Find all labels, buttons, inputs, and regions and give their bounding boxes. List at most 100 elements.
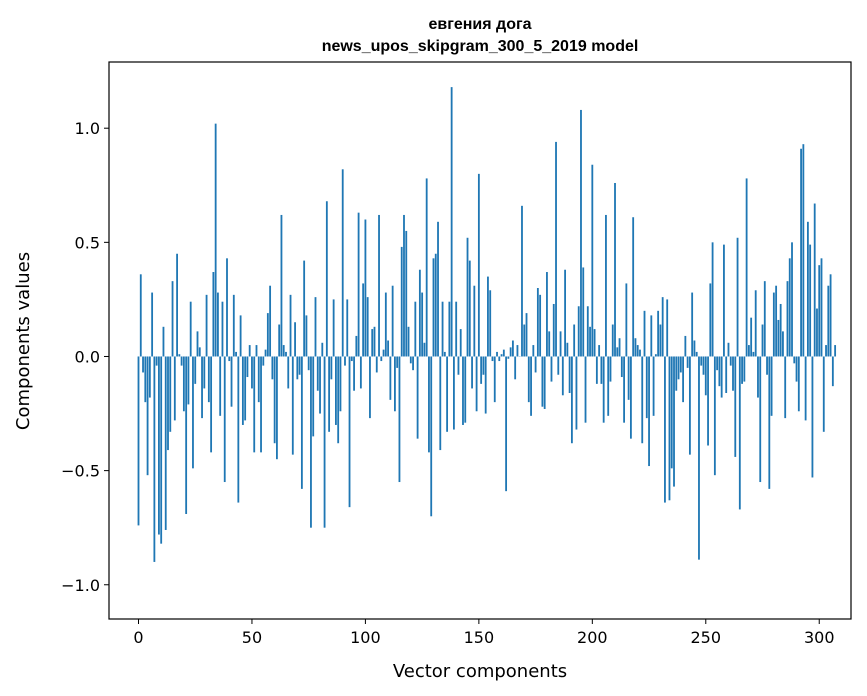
bar [623, 356, 625, 423]
bar [654, 354, 657, 357]
bar [255, 345, 258, 357]
bar [629, 356, 632, 439]
bar [700, 356, 703, 366]
bar [822, 356, 825, 432]
bar [459, 329, 462, 357]
bar [713, 356, 716, 476]
x-tick-label: 50 [242, 628, 262, 647]
bar [641, 356, 644, 444]
bar [484, 356, 487, 414]
bar [564, 269, 566, 357]
bar [192, 356, 194, 469]
bar [806, 221, 809, 357]
bar [602, 356, 605, 423]
bar [766, 356, 768, 375]
bar [605, 214, 607, 357]
bar [389, 356, 392, 400]
bar [430, 356, 433, 517]
bar [303, 260, 306, 357]
bar [546, 272, 548, 357]
bar [534, 356, 537, 373]
bar [434, 253, 437, 357]
bar [348, 356, 351, 508]
bar [618, 338, 621, 357]
bar [741, 356, 743, 384]
bar [151, 292, 154, 357]
bar [446, 356, 449, 432]
bar [214, 123, 217, 357]
bar [162, 326, 165, 357]
bar [155, 356, 158, 366]
bar [620, 356, 623, 378]
bar [729, 356, 732, 366]
bar [784, 356, 787, 419]
bar [139, 274, 142, 357]
bar [251, 356, 253, 389]
bar [523, 324, 526, 357]
bar [768, 356, 771, 489]
bar [736, 237, 739, 357]
bar [369, 356, 371, 419]
bar [511, 340, 514, 357]
bar [428, 356, 430, 453]
bar [219, 356, 222, 416]
bar [253, 356, 256, 453]
bar [695, 351, 698, 357]
x-tick-label: 150 [464, 628, 495, 647]
bar [811, 356, 814, 478]
bar [657, 310, 660, 357]
bar [820, 258, 823, 357]
bar [287, 356, 290, 389]
y-tick-label: −0.5 [61, 462, 100, 481]
bar [757, 356, 759, 398]
bar [496, 351, 498, 357]
bar [471, 356, 473, 389]
bar [595, 356, 598, 384]
bar [307, 356, 310, 371]
bar [405, 230, 408, 357]
bar [568, 356, 571, 393]
bar [468, 260, 471, 357]
bar [716, 356, 719, 371]
bar [775, 285, 778, 357]
y-tick-label: −1.0 [61, 576, 100, 595]
bar [457, 356, 460, 375]
bar [300, 356, 303, 489]
bar [723, 244, 725, 357]
bar [296, 356, 299, 380]
bar [477, 173, 480, 357]
bar [500, 354, 503, 357]
bar [278, 324, 281, 357]
chart-title-line-1: евгения дога [428, 16, 531, 33]
bar [575, 356, 578, 430]
bar [198, 347, 201, 357]
bar [688, 356, 691, 455]
bar [675, 356, 678, 391]
bar [178, 354, 181, 357]
bar [487, 276, 489, 357]
y-axis-ticks: −1.0 −0.5 0.0 0.5 1.0 [61, 119, 109, 595]
bar [464, 356, 467, 423]
bar [802, 144, 805, 357]
bar [782, 331, 784, 357]
bar [330, 356, 333, 380]
bar [636, 345, 639, 357]
bar [380, 356, 383, 362]
bar [335, 356, 337, 425]
bar [686, 356, 689, 368]
x-axis-label: Vector components [393, 661, 567, 682]
bar [387, 340, 390, 357]
bar [831, 356, 834, 387]
bar [709, 283, 712, 357]
bar [539, 294, 542, 357]
bar [248, 345, 251, 357]
bar [616, 347, 619, 357]
bar [475, 356, 478, 412]
bar [530, 356, 532, 416]
bar [418, 269, 421, 357]
bar [750, 317, 753, 357]
bar [366, 297, 369, 357]
bar [482, 356, 485, 375]
bar [443, 351, 446, 357]
bar [577, 306, 580, 357]
